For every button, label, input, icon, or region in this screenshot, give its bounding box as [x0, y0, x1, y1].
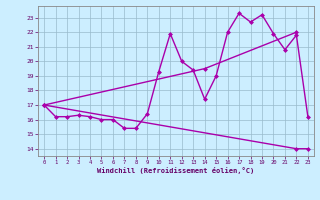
X-axis label: Windchill (Refroidissement éolien,°C): Windchill (Refroidissement éolien,°C) — [97, 167, 255, 174]
